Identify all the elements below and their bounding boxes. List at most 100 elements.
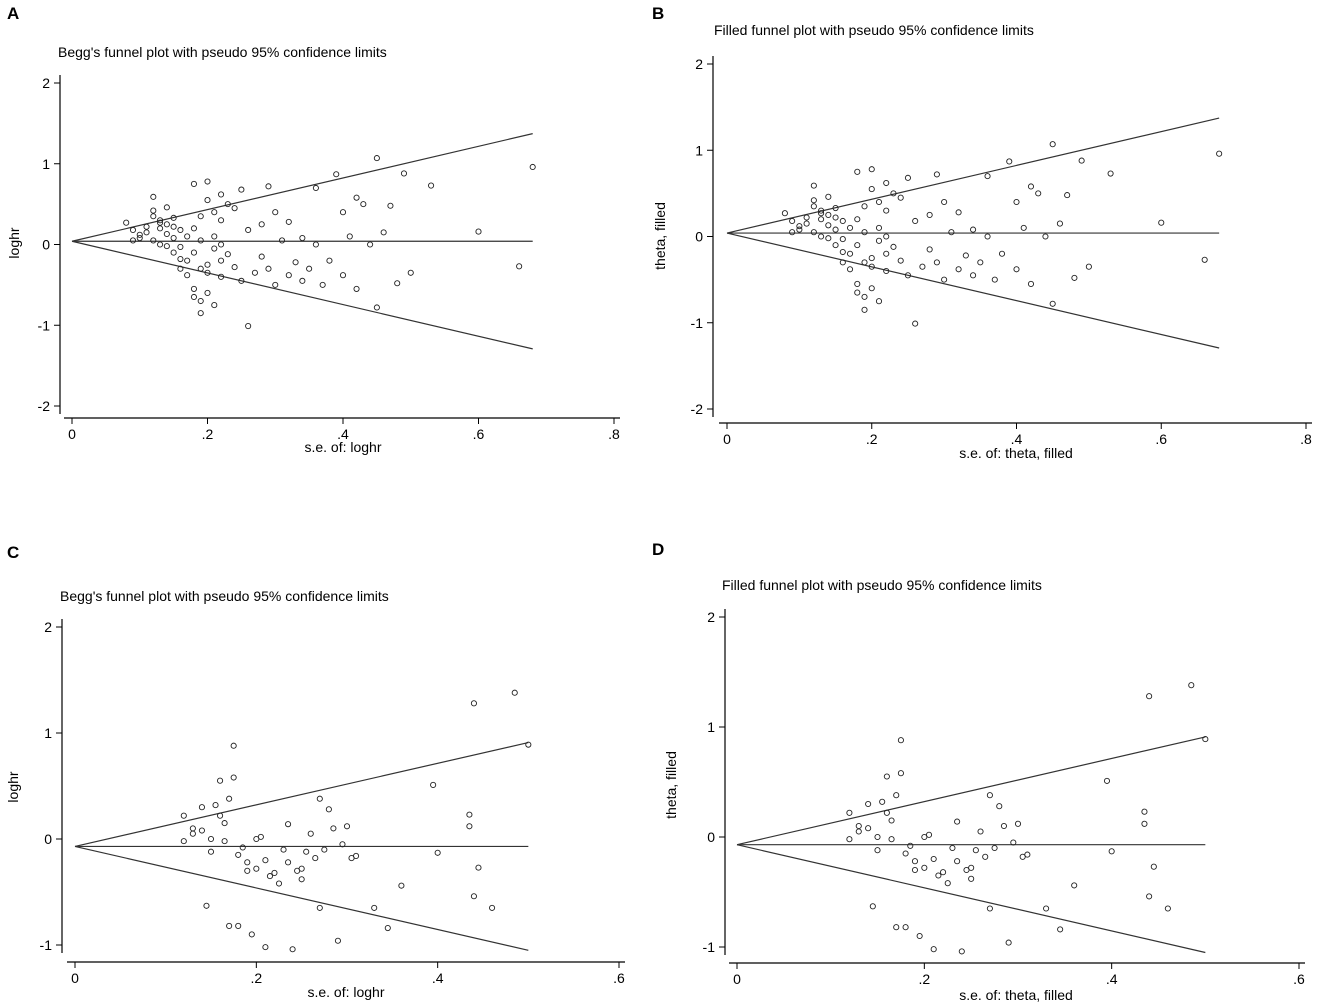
study-point [912, 217, 919, 225]
study-point [157, 219, 164, 226]
study-point [874, 833, 881, 841]
study-point [434, 849, 441, 856]
study-point [184, 233, 191, 240]
study-point [984, 173, 991, 180]
study-point [157, 225, 164, 232]
study-point [299, 234, 306, 242]
study-point [189, 830, 196, 837]
y-tick-label: 1 [42, 156, 50, 172]
study-point [1043, 905, 1050, 912]
study-point [525, 741, 532, 748]
study-point [307, 830, 314, 837]
study-point [353, 194, 360, 201]
study-point [1027, 183, 1035, 190]
y-tick-label: 2 [44, 619, 52, 635]
study-point [1013, 266, 1020, 273]
study-point [257, 833, 264, 840]
panel-letter-b: B [652, 4, 665, 23]
study-point [825, 235, 832, 242]
y-tick-label: 0 [42, 237, 50, 253]
study-point [306, 265, 313, 272]
study-point [217, 217, 225, 224]
study-point [1027, 280, 1035, 287]
x-tick-label: .4 [337, 426, 349, 442]
study-point [911, 858, 919, 865]
study-point [839, 217, 846, 225]
study-point [319, 281, 326, 288]
study-point [854, 168, 861, 175]
study-point [466, 823, 473, 830]
study-point [902, 924, 909, 931]
study-point [930, 855, 937, 863]
study-point [825, 211, 832, 218]
lower-confidence-limit [74, 845, 529, 951]
study-point [1006, 158, 1013, 165]
study-point [984, 233, 991, 240]
study-point [325, 806, 332, 813]
y-tick-label: 2 [42, 75, 50, 91]
study-point [230, 774, 237, 781]
x-tick-label: .4 [1011, 431, 1023, 447]
study-point [888, 817, 895, 824]
study-point [1188, 682, 1195, 689]
study-point [204, 178, 211, 185]
study-point [339, 209, 347, 216]
study-point [203, 902, 210, 909]
study-point [217, 191, 225, 198]
study-point [954, 858, 961, 865]
study-point [334, 937, 341, 944]
study-point [475, 228, 482, 235]
study-point [955, 266, 962, 273]
x-axis-label: s.e. of: loghr [307, 984, 384, 1000]
study-point [832, 242, 839, 249]
study-point [810, 182, 817, 189]
study-point [1158, 219, 1165, 226]
study-point [948, 229, 955, 236]
study-point [904, 174, 911, 181]
panel-letter-d: D [652, 540, 665, 559]
study-point [244, 867, 251, 874]
study-point [810, 197, 817, 204]
study-point [170, 214, 177, 221]
study-point [970, 272, 977, 279]
study-point [911, 866, 919, 874]
study-point [285, 859, 292, 866]
study-point [875, 237, 883, 244]
study-point [926, 211, 933, 218]
study-point [846, 266, 854, 273]
study-point [855, 828, 862, 835]
study-point [1049, 300, 1056, 307]
study-point [1201, 256, 1208, 263]
study-point [197, 237, 204, 244]
plot-title: Filled funnel plot with pseudo 95% confi… [714, 22, 1034, 38]
study-point [925, 831, 933, 838]
study-point [868, 263, 875, 270]
x-tick-label: .6 [473, 426, 485, 442]
study-point [1024, 851, 1031, 858]
study-point [217, 241, 225, 248]
study-point [897, 194, 904, 201]
study-point [879, 798, 886, 805]
study-point [832, 204, 839, 212]
study-point [854, 216, 861, 223]
study-point [239, 844, 246, 851]
study-point [839, 248, 846, 256]
x-axis-label: s.e. of: theta, filled [959, 987, 1073, 1003]
study-point [846, 809, 853, 816]
study-point [197, 310, 204, 317]
study-point [912, 320, 919, 327]
study-point [285, 218, 292, 225]
study-point [221, 820, 228, 827]
y-tick-label: -1 [40, 937, 53, 953]
study-point [818, 207, 825, 214]
study-point [1010, 839, 1017, 846]
study-point [977, 828, 984, 835]
study-point [217, 273, 225, 280]
study-point [384, 924, 391, 932]
study-point [198, 804, 205, 811]
study-point [475, 864, 482, 871]
x-tick-label: .2 [866, 431, 878, 447]
study-point [846, 250, 854, 257]
study-point [991, 844, 998, 852]
x-tick-label: .6 [613, 970, 625, 986]
